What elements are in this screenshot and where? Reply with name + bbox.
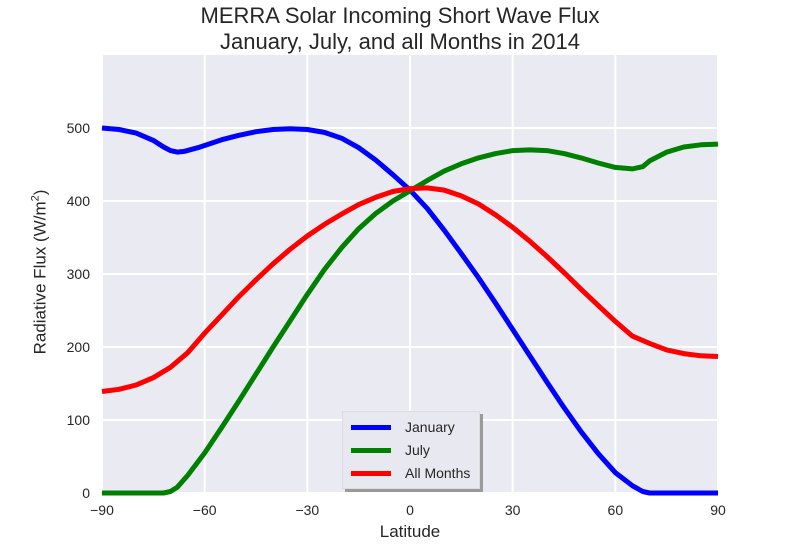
legend-swatch-all-months xyxy=(351,470,391,476)
y-axis-label-main: Radiative Flux (W/m xyxy=(30,201,50,355)
series-line-all-months xyxy=(101,185,719,394)
x-tick-label: 60 xyxy=(608,502,624,518)
y-tick-label: 300 xyxy=(67,266,91,282)
legend-swatch-january xyxy=(351,424,391,430)
legend: January July All Months xyxy=(342,411,480,489)
series-line-january xyxy=(101,125,718,496)
x-tick-label: −90 xyxy=(90,502,114,518)
chart-subtitle: January, July, and all Months in 2014 xyxy=(220,29,580,54)
y-axis-label-close: ) xyxy=(30,189,50,196)
series-line-july xyxy=(102,141,719,496)
y-tick-label: 500 xyxy=(67,120,91,136)
x-tick-label: −30 xyxy=(295,502,319,518)
legend-item-january: January xyxy=(351,417,455,437)
y-tick-label: 400 xyxy=(67,193,91,209)
y-axis-label-superscript: 2 xyxy=(29,195,42,202)
chart-title: MERRA Solar Incoming Short Wave Flux xyxy=(200,3,600,28)
legend-label-january: January xyxy=(405,419,455,435)
x-axis-label: Latitude xyxy=(379,522,441,541)
y-tick-label: 0 xyxy=(82,485,90,501)
x-tick-label: 0 xyxy=(406,502,414,518)
legend-label-all-months: All Months xyxy=(405,465,471,481)
x-tick-label: −60 xyxy=(193,502,217,518)
x-tick-label: 90 xyxy=(710,502,726,518)
y-tick-label: 100 xyxy=(67,412,91,428)
legend-swatch-july xyxy=(351,447,391,453)
y-tick-label: 200 xyxy=(67,339,91,355)
legend-item-all-months: All Months xyxy=(351,463,470,483)
legend-item-july: July xyxy=(351,440,430,460)
y-axis-label: Radiative Flux (W/m2) xyxy=(30,190,51,355)
x-tick-label: 30 xyxy=(505,502,521,518)
legend-label-july: July xyxy=(405,442,430,458)
